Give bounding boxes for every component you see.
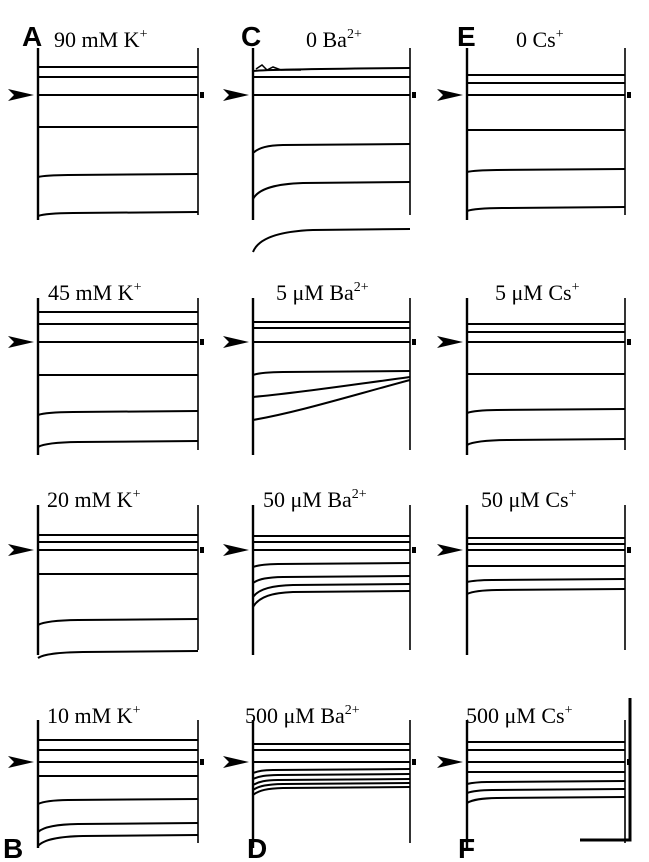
zero-current-tick-a-row-1 [200, 92, 204, 98]
zero-current-tick-a-row-4 [200, 759, 204, 765]
current-trace-a-row-3-6 [37, 650, 199, 659]
title-e-row-4: 500 μM Cs+ [466, 703, 573, 728]
current-trace-e-row-3-5 [466, 578, 626, 583]
current-trace-a-row-4-5 [37, 798, 199, 805]
zero-current-arrow-a-row-3 [8, 544, 34, 556]
current-trace-c-row-2-5 [252, 376, 411, 398]
title-a-row-4: 10 mM K+ [47, 703, 141, 728]
panel-letter-d: D [247, 833, 267, 862]
zero-current-arrow-a-row-4 [8, 756, 34, 768]
current-trace-c-row-4-8 [252, 786, 411, 796]
current-trace-c-row-4-5 [252, 773, 411, 780]
scale-bar [580, 698, 632, 842]
current-trace-c-row-3-4 [252, 562, 411, 568]
zero-current-arrow-c-row-1 [223, 89, 249, 101]
zero-current-arrow-e-row-4 [437, 756, 463, 768]
current-trace-e-row-3-6 [466, 588, 626, 595]
title-c-row-3: 50 μM Ba2+ [263, 487, 367, 512]
zero-current-arrow-c-row-2 [223, 336, 249, 348]
current-trace-a-row-2-6 [37, 440, 199, 448]
title-c-row-2: 5 μM Ba2+ [276, 280, 369, 305]
zero-current-arrow-c-row-3 [223, 544, 249, 556]
zero-current-tick-e-row-2 [627, 339, 631, 345]
panel-letter-a: A [22, 21, 42, 52]
title-c-row-4: 500 μM Ba2+ [245, 703, 360, 728]
current-trace-c-row-3-6 [252, 583, 411, 598]
current-trace-e-row-2-6 [466, 438, 626, 446]
title-e-row-1: 0 Cs+ [516, 27, 564, 52]
zero-current-tick-a-row-2 [200, 339, 204, 345]
zero-current-arrow-e-row-3 [437, 544, 463, 556]
zero-current-tick-a-row-3 [200, 547, 204, 553]
current-trace-c-row-4-4 [252, 768, 411, 774]
title-e-row-2: 5 μM Cs+ [495, 280, 580, 305]
zero-current-arrow-e-row-1 [437, 89, 463, 101]
panel-letter-e: E [457, 21, 476, 52]
current-trace-e-row-4-6 [466, 788, 626, 794]
panel-letter-b: B [3, 833, 23, 862]
current-trace-c-row-2-4 [252, 370, 411, 376]
title-e-row-3: 50 μM Cs+ [481, 487, 577, 512]
current-trace-c-row-3-7 [252, 590, 411, 608]
trace-noise-c-row-1 [255, 64, 301, 71]
title-a-row-2: 45 mM K+ [48, 280, 142, 305]
current-trace-e-row-2-5 [466, 408, 626, 414]
current-trace-c-row-1-5 [252, 181, 411, 200]
current-trace-e-row-4-7 [466, 796, 626, 804]
current-trace-c-row-4-6 [252, 778, 411, 786]
zero-current-arrow-c-row-4 [223, 756, 249, 768]
traces-layer [8, 48, 631, 848]
current-trace-e-row-1-5 [466, 168, 626, 173]
panel-letter-c: C [241, 21, 261, 52]
zero-current-tick-e-row-1 [627, 92, 631, 98]
current-trace-a-row-3-5 [37, 618, 199, 626]
zero-current-arrow-e-row-2 [437, 336, 463, 348]
zero-current-tick-c-row-2 [412, 339, 416, 345]
current-trace-a-row-1-5 [37, 173, 199, 178]
current-trace-a-row-2-5 [37, 410, 199, 416]
zero-current-arrow-a-row-2 [8, 336, 34, 348]
current-trace-c-row-2-6 [252, 379, 411, 421]
current-trace-c-row-4-7 [252, 782, 411, 791]
zero-current-tick-c-row-1 [412, 92, 416, 98]
zero-current-tick-e-row-3 [627, 547, 631, 553]
current-trace-e-row-1-6 [466, 206, 626, 212]
current-trace-c-row-1-4 [252, 143, 411, 154]
panel-letter-f: F [458, 833, 475, 862]
current-trace-c-row-1-6 [252, 228, 411, 253]
zero-current-tick-c-row-4 [412, 759, 416, 765]
current-trace-a-row-1-6 [37, 211, 199, 217]
current-trace-e-row-4-5 [466, 780, 626, 785]
zero-current-arrow-a-row-1 [8, 89, 34, 101]
title-a-row-3: 20 mM K+ [47, 487, 141, 512]
title-c-row-1: 0 Ba2+ [306, 27, 362, 52]
current-trace-a-row-4-6 [37, 822, 199, 833]
current-trace-c-row-3-5 [252, 575, 411, 584]
title-a-row-1: 90 mM K+ [54, 27, 148, 52]
current-trace-a-row-4-7 [37, 834, 199, 847]
zero-current-tick-c-row-3 [412, 547, 416, 553]
